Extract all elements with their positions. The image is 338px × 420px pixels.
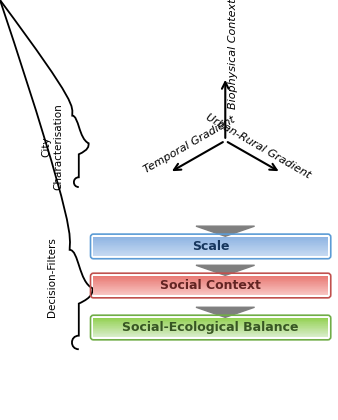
Bar [93,283,328,284]
Bar [93,286,328,287]
Text: City
Characterisation: City Characterisation [42,103,63,190]
Bar [93,280,328,281]
Bar [93,320,328,321]
Bar [93,321,328,322]
Text: Decision-Filters: Decision-Filters [47,237,57,317]
Bar [93,248,328,249]
Text: Scale: Scale [192,240,230,253]
Bar [93,293,328,294]
Bar [93,319,328,320]
Bar [93,288,328,289]
Bar [93,278,328,279]
Bar [93,279,328,280]
Bar [93,322,328,323]
Bar [93,285,328,286]
Bar [93,329,328,330]
Text: Biophysical Context: Biophysical Context [227,0,238,109]
Bar [93,335,328,336]
Text: Urban-Rural Gradient: Urban-Rural Gradient [204,113,313,181]
Bar [93,243,328,244]
Bar [93,289,328,290]
Bar [93,254,328,255]
Bar [93,324,328,325]
Text: Temporal Gradient: Temporal Gradient [142,115,237,175]
Bar [93,249,328,250]
Bar [93,238,328,239]
Bar [93,239,328,240]
Bar [93,292,328,293]
Bar [93,330,328,331]
Bar [93,334,328,335]
Bar [93,277,328,278]
Bar [93,336,328,337]
Bar [93,332,328,333]
Bar [93,333,328,334]
Bar [93,327,328,328]
Bar [93,245,328,246]
Polygon shape [196,226,255,236]
Bar [93,252,328,253]
Bar [93,246,328,247]
Bar [93,253,328,254]
Bar [93,282,328,283]
Bar [93,294,328,295]
Bar [93,326,328,327]
Bar [93,281,328,282]
Bar [93,247,328,248]
Bar [93,284,328,285]
Text: Social-Ecological Balance: Social-Ecological Balance [122,321,299,334]
Bar [93,276,328,277]
Bar [93,241,328,242]
Bar [93,325,328,326]
Bar [93,331,328,332]
Bar [93,291,328,292]
Bar [93,250,328,251]
Bar [93,290,328,291]
Polygon shape [196,307,255,318]
Bar [93,318,328,319]
Bar [93,255,328,256]
Bar [93,242,328,243]
Polygon shape [196,265,255,276]
Bar [93,251,328,252]
Bar [93,240,328,241]
Bar [93,328,328,329]
Bar [93,323,328,324]
Bar [93,244,328,245]
Bar [93,237,328,238]
Text: Social Context: Social Context [160,279,261,292]
Bar [93,287,328,288]
